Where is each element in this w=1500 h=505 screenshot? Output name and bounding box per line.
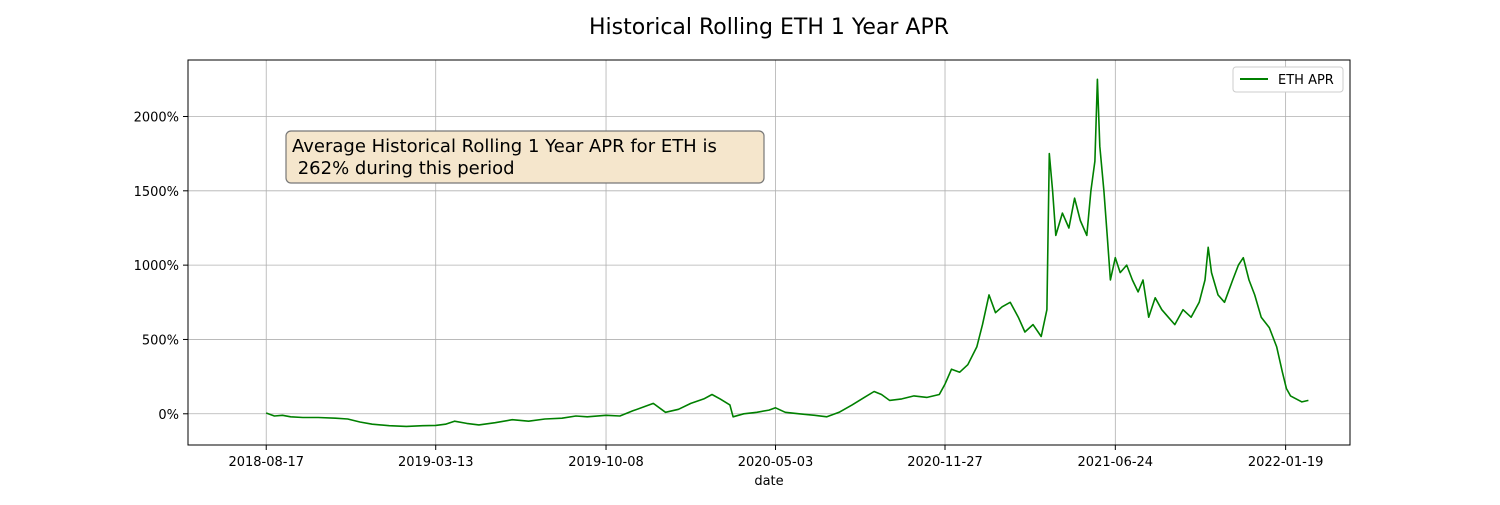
y-axis-ticks: 0% 500% 1000% 1500% 2000% bbox=[134, 110, 188, 423]
y-tick-label: 0% bbox=[158, 408, 179, 423]
x-tick-label: 2022-01-19 bbox=[1248, 455, 1324, 470]
y-tick-label: 1500% bbox=[134, 185, 179, 200]
x-tick-label: 2021-06-24 bbox=[1078, 455, 1154, 470]
grid-lines bbox=[188, 60, 1350, 445]
x-axis-label: date bbox=[754, 474, 783, 489]
annotation-line-2: 262% during this period bbox=[292, 158, 515, 179]
series-layer bbox=[265, 78, 1309, 428]
y-tick-label: 2000% bbox=[134, 110, 179, 125]
annotation-box: Average Historical Rolling 1 Year APR fo… bbox=[285, 130, 765, 184]
x-tick-label: 2019-03-13 bbox=[398, 455, 474, 470]
x-tick-label: 2019-10-08 bbox=[568, 455, 644, 470]
annotation-line-1: Average Historical Rolling 1 Year APR fo… bbox=[292, 136, 717, 157]
x-tick-label: 2020-05-03 bbox=[738, 455, 814, 470]
x-tick-label: 2018-08-17 bbox=[228, 455, 304, 470]
annotation-background bbox=[285, 130, 765, 184]
series-line-0 bbox=[265, 78, 1309, 428]
x-axis-ticks: 2018-08-17 2019-03-13 2019-10-08 2020-05-03… bbox=[228, 445, 1323, 470]
chart-title: Historical Rolling ETH 1 Year APR bbox=[589, 15, 949, 40]
y-tick-label: 1000% bbox=[134, 259, 179, 274]
y-tick-label: 500% bbox=[142, 333, 179, 348]
plot-frame bbox=[187, 59, 1351, 446]
x-tick-label: 2020-11-27 bbox=[907, 455, 983, 470]
legend-frame bbox=[1232, 66, 1344, 93]
legend-label: ETH APR bbox=[1278, 73, 1334, 88]
legend: ETH APR bbox=[1232, 66, 1344, 93]
